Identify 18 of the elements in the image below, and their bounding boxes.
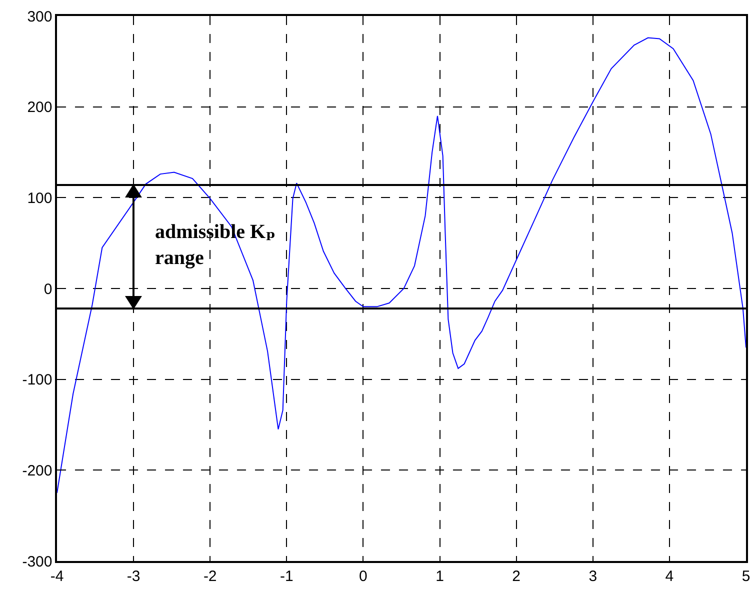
x-tick-label: 1 — [436, 568, 444, 585]
y-tick-label: 300 — [27, 8, 52, 26]
line-series — [57, 37, 746, 494]
y-tick-label: 200 — [27, 99, 52, 116]
x-tick-label: 3 — [588, 568, 598, 585]
y-tick-label: -200 — [22, 462, 52, 480]
x-tick-label: -3 — [126, 568, 140, 585]
x-tick-label: 2 — [512, 568, 520, 585]
x-tick-label: -4 — [50, 568, 64, 585]
x-tick-label: 4 — [665, 568, 674, 585]
y-tick-label: 100 — [27, 190, 52, 207]
y-tick-label: -300 — [22, 553, 52, 570]
x-tick-label: 5 — [742, 568, 750, 585]
y-tick-label: 0 — [44, 280, 52, 298]
x-tick-label: -1 — [280, 568, 294, 585]
x-tick-label: 0 — [359, 568, 368, 585]
x-tick-label: -2 — [203, 568, 217, 585]
y-tick-label: -100 — [22, 372, 52, 389]
